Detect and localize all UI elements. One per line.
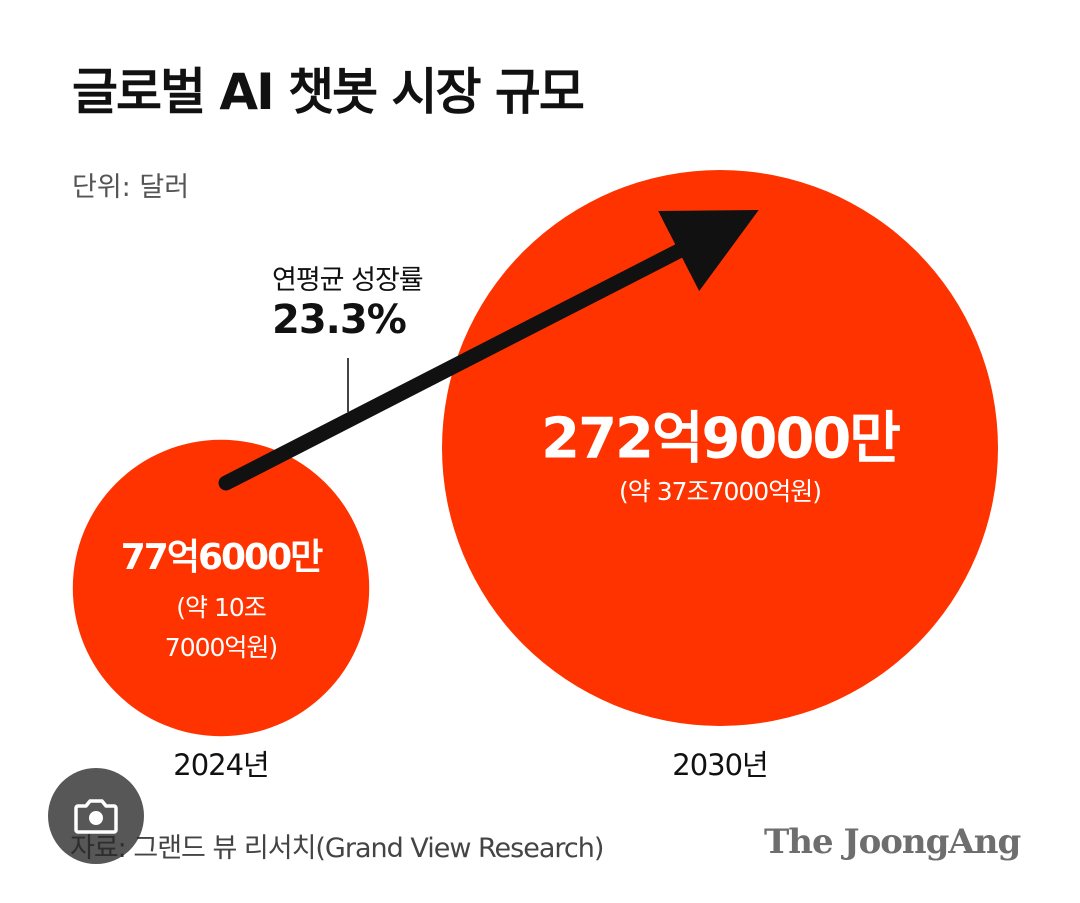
lens-camera-button[interactable] xyxy=(48,768,144,864)
unit-label: 단위: 달러 xyxy=(72,172,190,203)
source-note: 자료: 그랜드 뷰 리서치(Grand View Research) xyxy=(70,833,604,864)
growth-arrow xyxy=(218,210,759,491)
bubble-krw-label-0: (약 10조 7000억원) xyxy=(164,593,278,662)
growth-rate-value: 23.3% xyxy=(272,297,407,343)
bubble-0 xyxy=(72,439,370,737)
bubble-value-label-1: 272억9000만 xyxy=(541,406,901,472)
year-label-1: 2030년 xyxy=(672,748,768,782)
year-label-0: 2024년 xyxy=(173,748,269,782)
brand-logo: The JoongAng xyxy=(764,822,1021,862)
chart-title: 글로벌 AI 챗봇 시장 규모 xyxy=(72,63,585,121)
bubble-value-label-0: 77억6000만 xyxy=(120,537,324,578)
bubble-krw-label-1: (약 37조7000억원) xyxy=(619,477,822,506)
growth-rate-label: 연평균 성장률 xyxy=(272,265,424,296)
lens-camera-icon xyxy=(74,799,118,834)
